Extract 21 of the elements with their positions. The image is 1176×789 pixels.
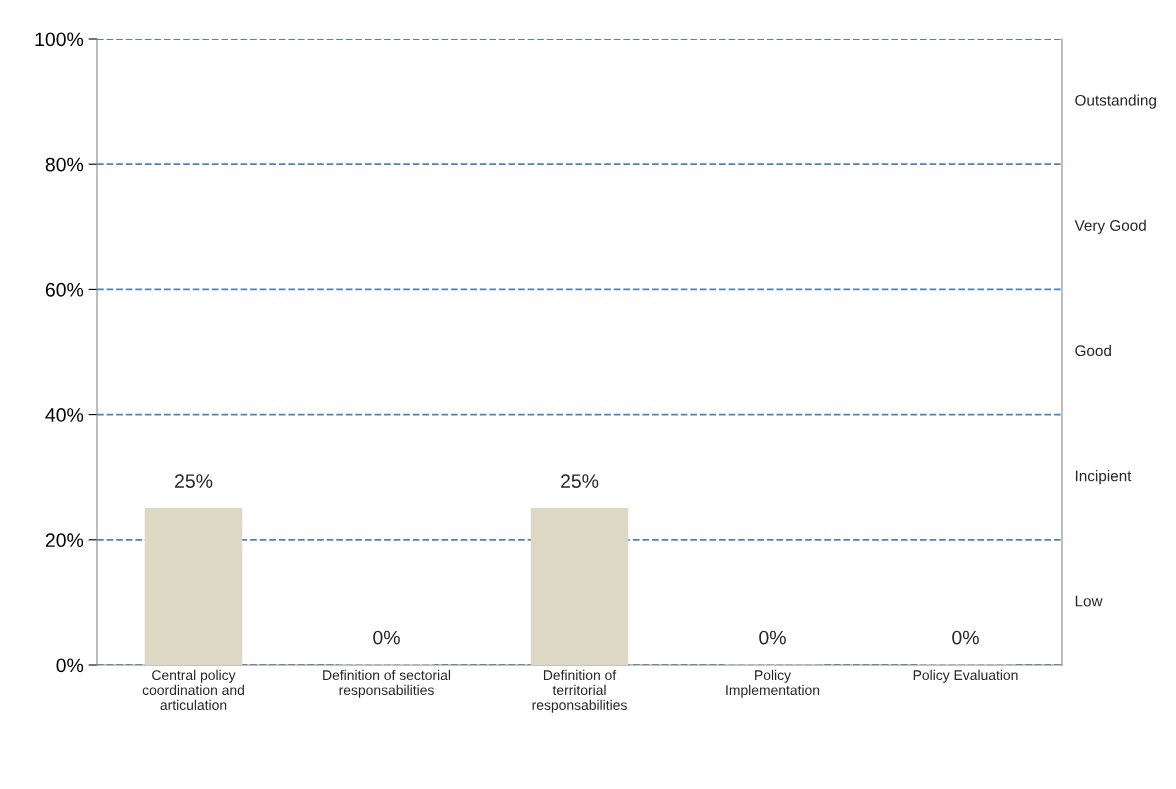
data-label: 0% xyxy=(759,630,786,645)
text: Very Good xyxy=(1074,219,1146,234)
y-tick-label: 0% xyxy=(56,658,84,673)
y-tick-label: 60% xyxy=(45,282,84,297)
data-label: 25% xyxy=(561,474,599,488)
x-tick-label: Definition of sectorial responsabilities xyxy=(323,669,451,698)
data-label: 25% xyxy=(175,474,213,488)
x-tick-label: Policy Implementation xyxy=(726,669,820,698)
data-label: 0% xyxy=(373,630,400,645)
x-tick-label: Central policy coordination and articulation xyxy=(142,669,244,710)
text: Outstanding xyxy=(1075,94,1156,109)
data-label: 0% xyxy=(952,630,979,645)
text: Low xyxy=(1075,595,1103,607)
y-tick-label: 20% xyxy=(45,533,84,548)
x-tick-label: Definition of territorial responsabilities xyxy=(532,669,627,713)
text: Incipient xyxy=(1075,470,1132,485)
y-tick-label: 40% xyxy=(45,408,84,422)
text: Good xyxy=(1075,344,1111,357)
y-tick-label: 80% xyxy=(45,157,84,172)
y-tick-label: 100% xyxy=(35,32,84,47)
x-tick-label: Policy Evaluation xyxy=(913,669,1018,683)
